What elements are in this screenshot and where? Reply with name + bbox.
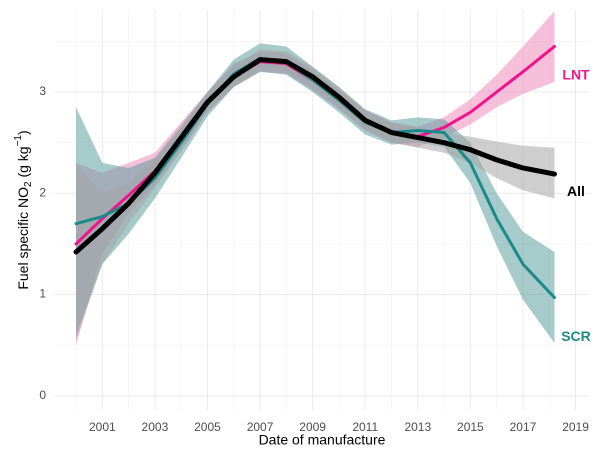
y-title-part: ) (15, 130, 31, 135)
x-tick-label: 2019 (562, 420, 589, 434)
y-title-sub: 2 (23, 181, 34, 187)
x-tick-label: 2009 (299, 420, 326, 434)
series-label: All (567, 183, 585, 199)
series-line (73, 57, 558, 255)
x-tick-label: 2017 (510, 420, 537, 434)
y-title-part: (g kg (15, 146, 31, 181)
series-label: LNT (562, 67, 590, 83)
y-tick-label: 1 (39, 287, 46, 301)
x-tick-label: 2013 (404, 420, 431, 434)
y-title-sup: −1 (13, 135, 24, 147)
x-tick-label: 2001 (89, 420, 116, 434)
x-tick-label: 2005 (194, 420, 221, 434)
x-tick-label: 2011 (352, 420, 378, 434)
series-label: SCR (561, 328, 591, 344)
x-tick-label: 2015 (457, 420, 484, 434)
y-title-part: Fuel specific NO (15, 187, 31, 290)
x-tick-label: 2003 (142, 420, 169, 434)
x-tick-label: 2007 (247, 420, 274, 434)
x-axis-title: Date of manufacture (259, 432, 386, 448)
y-tick-label: 2 (39, 185, 46, 199)
y-axis-title: Fuel specific NO2 (g kg−1) (13, 130, 34, 289)
y-tick-label: 0 (39, 388, 46, 402)
y-tick-label: 3 (39, 84, 46, 98)
